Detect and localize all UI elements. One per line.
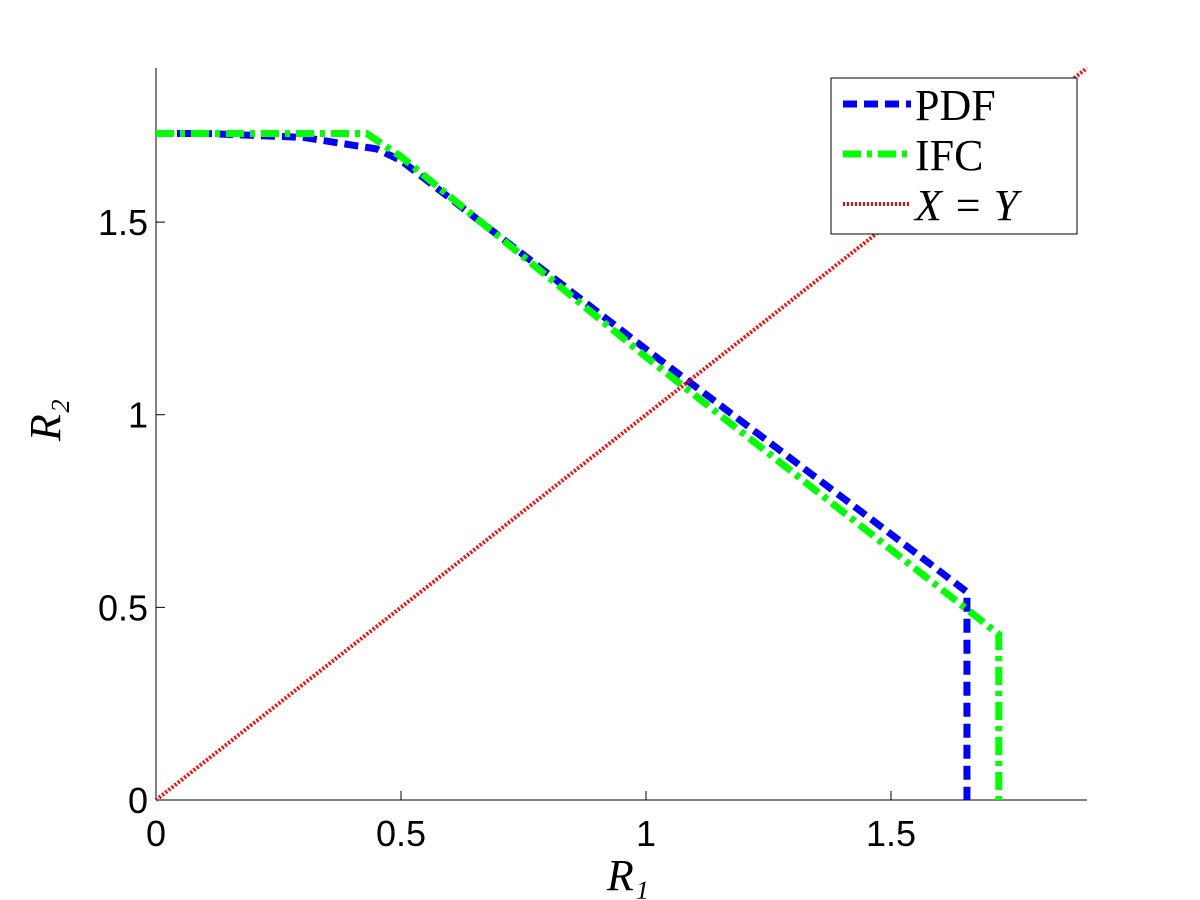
data-line <box>156 129 1003 800</box>
x-tick-label: 0.5 <box>376 813 426 854</box>
legend-label: PDF <box>915 81 996 130</box>
y-axis-label: R₂ <box>21 399 70 442</box>
legend-label: IFC <box>915 131 983 180</box>
data-line <box>156 129 971 800</box>
y-tick-label: 1.5 <box>98 202 148 243</box>
y-tick-label: 1 <box>128 395 148 436</box>
data-line <box>154 66 1089 802</box>
legend-label: X = Y <box>913 181 1023 230</box>
y-tick-label: 0.5 <box>98 587 148 628</box>
x-tick-label: 1 <box>636 813 656 854</box>
x-tick-label: 0 <box>146 813 166 854</box>
x-axis-label: R₁ <box>606 851 649 900</box>
x-tick-label: 1.5 <box>866 813 916 854</box>
y-tick-label: 0 <box>128 780 148 821</box>
